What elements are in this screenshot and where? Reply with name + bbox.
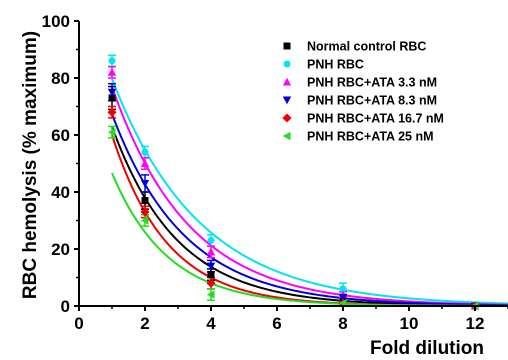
data-point	[140, 159, 150, 167]
data-point	[206, 290, 215, 299]
x-tick-label: 6	[272, 314, 281, 333]
data-point	[206, 262, 216, 271]
y-tick-label: 0	[61, 297, 70, 316]
data-points	[107, 57, 480, 311]
data-point	[107, 88, 117, 97]
fit-curves	[111, 78, 508, 307]
data-point	[338, 293, 348, 302]
data-point	[108, 57, 116, 65]
data-point	[206, 247, 216, 256]
y-tick-label: 40	[51, 183, 70, 202]
legend-marker	[283, 42, 291, 50]
data-point	[107, 107, 117, 117]
data-point	[207, 271, 215, 279]
legend-label: PNH RBC+ATA 8.3 nM	[307, 94, 437, 108]
data-point	[207, 236, 215, 244]
legend-label: PNH RBC+ATA 3.3 nM	[307, 76, 437, 90]
y-tick-label: 100	[42, 12, 70, 31]
y-tick-label: 80	[51, 69, 70, 88]
fit-curve-4	[111, 113, 508, 307]
legend: Normal control RBC PNH RBC PNH RBC+ATA 3.3…	[282, 40, 444, 144]
data-point	[141, 148, 149, 156]
data-point	[206, 278, 216, 288]
x-tick-label: 10	[400, 314, 419, 333]
data-point	[107, 68, 117, 76]
data-point	[107, 127, 116, 137]
data-point	[140, 207, 150, 217]
y-tick-label: 60	[51, 126, 70, 145]
legend-marker	[282, 77, 292, 86]
legend-label: PNH RBC+ATA 16.7 nM	[307, 112, 444, 126]
data-point	[339, 285, 347, 293]
data-point	[108, 94, 116, 102]
data-point	[140, 179, 150, 188]
x-tick-label: 4	[206, 314, 216, 333]
legend-marker	[283, 60, 291, 68]
x-tick-label: 2	[140, 314, 149, 333]
y-tick-label: 20	[51, 240, 70, 259]
axes: 0 20 40 60 80 100 0 2 4 6 8 10 12	[42, 12, 508, 333]
legend-label: PNH RBC+ATA 25 nM	[307, 130, 434, 144]
data-point	[140, 216, 149, 225]
legend-label: Normal control RBC	[307, 40, 426, 54]
y-axis-title: RBC hemolysis (% maximum)	[20, 31, 41, 299]
fit-curve-1	[111, 126, 508, 307]
legend-marker	[282, 131, 291, 141]
x-tick-label: 12	[466, 314, 485, 333]
x-axis-title: Fold dilution	[370, 338, 484, 359]
legend-marker	[282, 96, 292, 105]
legend-label: PNH RBC	[307, 58, 364, 72]
x-tick-label: 0	[74, 314, 83, 333]
fit-curve-2	[111, 78, 508, 305]
legend-marker	[282, 113, 292, 123]
fit-curve-6	[111, 172, 508, 307]
x-tick-label: 8	[338, 314, 347, 333]
data-point	[141, 197, 149, 205]
